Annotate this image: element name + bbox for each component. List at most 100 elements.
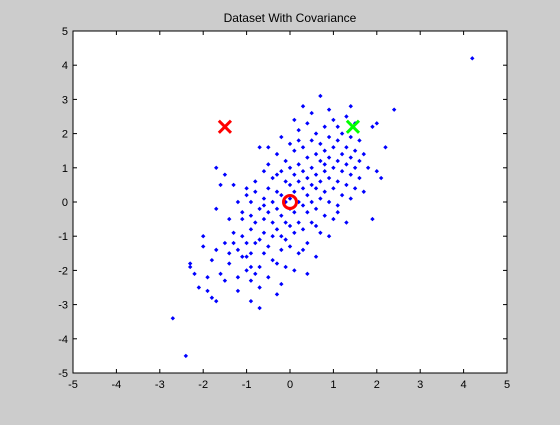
- data-point: [326, 175, 332, 181]
- data-point: [313, 172, 319, 177]
- data-point: [261, 216, 267, 222]
- data-point: [244, 186, 249, 191]
- data-point: [344, 182, 349, 188]
- data-point: [274, 292, 280, 297]
- data-point: [266, 186, 271, 191]
- axes-background: [73, 31, 507, 373]
- data-point: [326, 155, 332, 160]
- data-point: [305, 155, 310, 160]
- data-point: [309, 110, 314, 116]
- data-point: [322, 189, 327, 194]
- data-point: [279, 192, 284, 198]
- data-point: [335, 210, 340, 215]
- data-point: [279, 134, 284, 140]
- data-point: [331, 186, 336, 191]
- data-point: [279, 281, 284, 287]
- data-point: [287, 141, 293, 147]
- data-point: [352, 186, 358, 191]
- data-point: [300, 227, 306, 232]
- data-point: [209, 295, 215, 300]
- data-point: [357, 175, 362, 181]
- data-point: [326, 134, 332, 140]
- data-point: [231, 230, 236, 235]
- data-point: [313, 254, 319, 259]
- data-point: [313, 131, 319, 136]
- y-tick-label: 5: [62, 26, 68, 38]
- data-point: [296, 251, 301, 256]
- data-point: [248, 251, 254, 256]
- data-point: [214, 206, 219, 212]
- data-point: [240, 254, 245, 259]
- data-point: [240, 234, 245, 239]
- data-point: [292, 230, 297, 235]
- data-point: [357, 138, 362, 143]
- data-point: [240, 210, 245, 215]
- data-point: [361, 189, 366, 194]
- data-point: [322, 213, 327, 218]
- data-point: [274, 189, 280, 194]
- data-point: [322, 124, 327, 129]
- data-point: [248, 199, 254, 205]
- data-point: [292, 268, 297, 273]
- data-point: [287, 165, 293, 170]
- data-point: [244, 254, 249, 259]
- data-point: [218, 182, 223, 188]
- data-point: [257, 285, 262, 290]
- data-point: [391, 107, 397, 112]
- data-point: [292, 210, 297, 215]
- data-point: [292, 117, 297, 123]
- data-point: [335, 124, 340, 129]
- data-point: [266, 210, 271, 215]
- data-point: [222, 240, 228, 246]
- data-point: [248, 278, 254, 283]
- data-point: [300, 186, 306, 191]
- data-point: [287, 196, 293, 201]
- data-point: [296, 220, 301, 225]
- data-point: [187, 264, 193, 270]
- data-point: [313, 223, 319, 229]
- data-point: [274, 172, 280, 177]
- x-tick-label: 0: [287, 379, 293, 391]
- data-point: [209, 257, 215, 263]
- data-point: [331, 117, 336, 123]
- data-point: [227, 261, 232, 266]
- data-point: [222, 172, 228, 177]
- data-point: [378, 175, 384, 181]
- data-point: [227, 216, 232, 222]
- data-point: [348, 155, 353, 160]
- data-point: [257, 305, 262, 311]
- data-point: [287, 244, 293, 249]
- data-point: [187, 261, 193, 266]
- y-tick-label: 2: [62, 129, 68, 141]
- y-tick-label: 3: [62, 94, 68, 106]
- data-point: [300, 145, 306, 150]
- data-point: [383, 145, 388, 150]
- data-point: [270, 199, 275, 205]
- data-point: [261, 203, 267, 208]
- green-x-marker: [345, 119, 361, 134]
- data-point: [279, 169, 284, 174]
- x-tick-label: -4: [112, 379, 122, 391]
- data-point: [270, 234, 275, 239]
- y-tick-label: -1: [58, 231, 68, 243]
- data-point: [283, 179, 288, 184]
- data-point: [348, 134, 353, 140]
- data-point: [348, 104, 353, 109]
- data-point: [283, 199, 288, 205]
- data-point: [261, 251, 267, 256]
- data-point: [357, 158, 362, 164]
- data-point: [240, 216, 245, 222]
- data-point: [339, 192, 345, 198]
- data-point: [257, 145, 262, 150]
- data-point: [309, 220, 314, 225]
- data-point: [318, 158, 323, 164]
- data-point: [261, 169, 267, 174]
- data-point: [292, 148, 297, 153]
- data-point: [300, 247, 306, 253]
- data-point: [296, 127, 301, 133]
- data-point: [335, 179, 340, 184]
- data-point: [352, 165, 358, 170]
- data-point: [253, 271, 258, 277]
- data-point: [309, 138, 314, 143]
